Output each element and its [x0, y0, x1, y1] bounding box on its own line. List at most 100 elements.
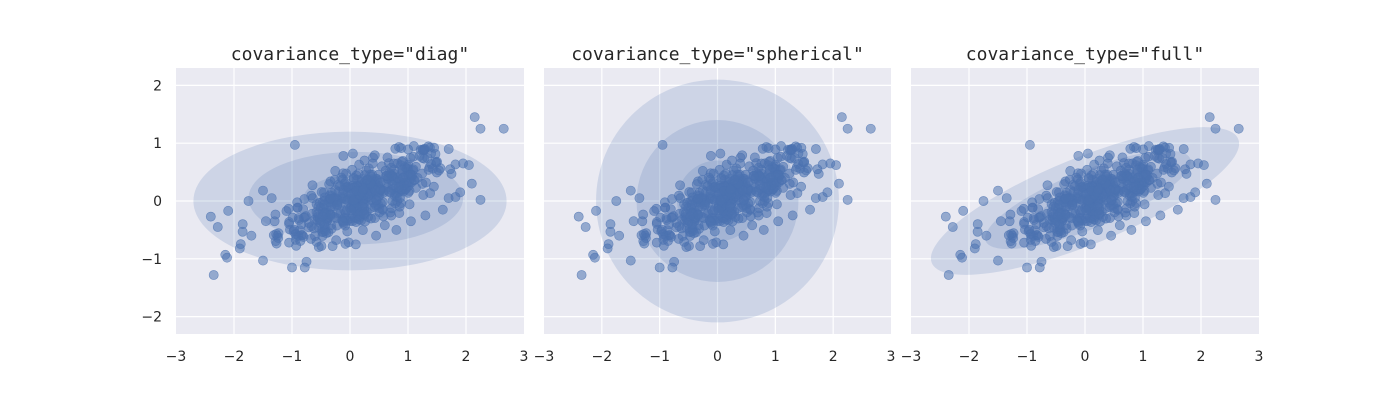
data-point [235, 239, 246, 250]
data-point [469, 112, 480, 123]
y-tick-label: 2 [153, 78, 162, 94]
data-point [463, 160, 474, 171]
x-tick-label: 2 [829, 349, 838, 365]
data-point [237, 226, 248, 237]
data-point [1141, 216, 1151, 227]
data-point [1126, 225, 1137, 235]
data-point [475, 123, 486, 134]
x-tick-label: 1 [404, 349, 413, 365]
data-point [764, 164, 775, 175]
data-point [1073, 217, 1084, 228]
data-point [268, 230, 279, 241]
data-point [697, 185, 708, 195]
data-point [397, 164, 408, 175]
data-point [443, 144, 454, 154]
data-point [1117, 152, 1128, 163]
data-point [698, 235, 709, 246]
data-point [718, 217, 729, 227]
data-point [693, 210, 704, 221]
data-point [636, 230, 647, 241]
data-point [1060, 210, 1071, 221]
data-point [1114, 220, 1125, 231]
x-tick-label: −3 [166, 349, 187, 365]
data-point [787, 210, 798, 221]
data-point [1034, 262, 1045, 273]
data-point [325, 210, 336, 221]
data-point [689, 228, 699, 239]
data-point [292, 202, 303, 213]
data-point [817, 192, 828, 202]
data-point [773, 216, 784, 227]
x-tick-label: −2 [224, 349, 245, 365]
data-point [338, 150, 349, 161]
data-point [389, 158, 399, 169]
data-point [1172, 204, 1183, 215]
data-point [246, 230, 257, 241]
data-point [576, 270, 587, 280]
data-point [756, 158, 767, 169]
data-point [758, 225, 769, 235]
data-point [420, 210, 431, 221]
data-point [371, 230, 381, 241]
subplot-title: covariance_type="diag" [231, 44, 469, 65]
data-point [668, 211, 679, 222]
data-point [315, 218, 326, 228]
data-point [1073, 150, 1084, 161]
data-point [404, 199, 415, 210]
x-tick-label: −1 [649, 349, 670, 365]
data-point [842, 123, 853, 134]
data-point [1081, 205, 1092, 216]
data-point [424, 162, 435, 173]
data-point [1156, 177, 1166, 188]
subplot-title: covariance_type="full" [966, 44, 1204, 65]
data-point [1066, 235, 1077, 246]
data-point [1094, 208, 1104, 219]
data-point [605, 226, 616, 237]
data-point [1106, 230, 1116, 241]
data-point [1154, 145, 1165, 156]
data-point [691, 179, 702, 190]
data-point [260, 216, 271, 227]
data-point [1050, 218, 1061, 228]
data-point [791, 162, 802, 173]
data-point [770, 144, 781, 155]
data-point [359, 208, 369, 219]
y-tick-label: −2 [141, 310, 162, 326]
data-point [798, 157, 809, 168]
data-point [1092, 225, 1103, 236]
data-point [747, 220, 758, 231]
data-point [419, 145, 430, 156]
data-point [705, 217, 716, 228]
data-point [625, 255, 636, 266]
subplot-full: −3 −2 −1 0 1 2 3 covariance_type="full" [901, 44, 1264, 365]
data-point [785, 190, 796, 200]
x-tick-label: 1 [1139, 349, 1148, 365]
x-tick-label: −2 [592, 349, 613, 365]
data-point [625, 185, 636, 196]
data-point [381, 171, 392, 181]
data-point [762, 192, 773, 203]
x-tick-label: −1 [1017, 349, 1038, 365]
x-tick-label: 3 [887, 349, 896, 365]
data-point [1124, 158, 1134, 169]
data-point [338, 217, 349, 228]
data-point [657, 140, 668, 150]
data-point [331, 235, 342, 246]
data-point [316, 187, 327, 197]
data-point [958, 205, 969, 216]
data-point [306, 221, 317, 232]
data-point [1093, 184, 1103, 195]
data-point [212, 222, 223, 232]
data-point [733, 213, 744, 224]
data-point [675, 193, 686, 204]
data-point [865, 123, 876, 134]
data-point [786, 145, 797, 156]
data-point [1159, 162, 1170, 173]
data-point [1106, 195, 1117, 206]
data-point [299, 194, 310, 204]
data-point [1096, 174, 1107, 185]
data-point [403, 144, 414, 155]
data-point [1129, 201, 1140, 212]
data-point [347, 148, 358, 159]
data-point [450, 159, 461, 170]
